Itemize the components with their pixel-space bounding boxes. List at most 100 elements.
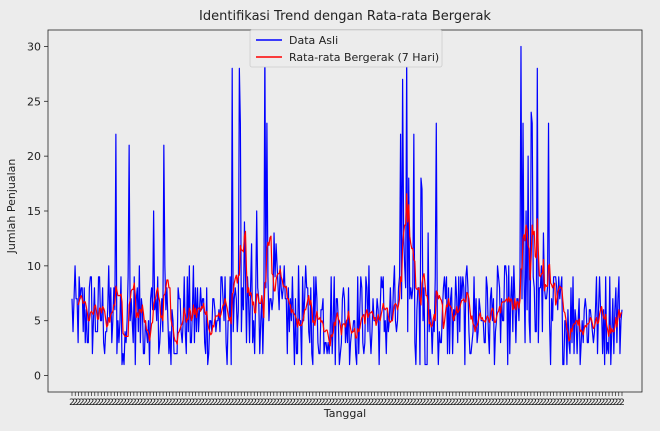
y-tick-label: 5 (34, 315, 41, 328)
x-tick-label: 2 (427, 398, 433, 408)
x-tick-label: 2 (157, 398, 163, 408)
x-tick-label: 2 (72, 398, 78, 408)
x-tick-label: 2 (225, 398, 231, 408)
x-tick-label: 2 (150, 398, 156, 408)
x-tick-label: 2 (173, 398, 179, 408)
x-tick-label: 2 (375, 398, 381, 408)
x-tick-label: 2 (535, 398, 541, 408)
x-tick-label: 2 (170, 398, 176, 408)
x-tick-label: 2 (92, 398, 98, 408)
y-tick-label: 15 (27, 205, 41, 218)
x-tick-label: 2 (382, 398, 388, 408)
x-tick-label: 2 (482, 398, 488, 408)
x-tick-label: 2 (79, 398, 85, 408)
x-tick-label: 2 (277, 398, 283, 408)
legend-box (249, 29, 443, 68)
x-tick-label: 2 (76, 398, 82, 408)
x-tick-label: 2 (232, 398, 238, 408)
x-tick-label: 2 (147, 398, 153, 408)
x-tick-label: 2 (307, 398, 313, 408)
x-tick-label: 2 (580, 398, 586, 408)
x-tick-label: 2 (284, 398, 290, 408)
x-tick-label: 2 (124, 398, 130, 408)
x-tick-label: 2 (561, 398, 567, 408)
x-tick-label: 2 (313, 398, 319, 408)
x-tick-label: 2 (613, 398, 619, 408)
x-tick-label: 2 (131, 398, 137, 408)
x-tick-label: 2 (160, 398, 166, 408)
x-tick-label: 2 (128, 398, 134, 408)
x-tick-label: 2 (596, 398, 602, 408)
x-tick-label: 2 (238, 398, 244, 408)
x-tick-label: 2 (268, 398, 274, 408)
x-tick-label: 2 (144, 398, 150, 408)
x-tick-label: 2 (258, 398, 264, 408)
x-tick-label: 2 (300, 398, 306, 408)
x-tick-label: 2 (164, 398, 170, 408)
x-tick-label: 2 (453, 398, 459, 408)
x-tick-label: 2 (105, 398, 111, 408)
x-tick-label: 2 (183, 398, 189, 408)
x-tick-label: 2 (180, 398, 186, 408)
series-layer (71, 45, 623, 366)
x-tick-label: 2 (398, 398, 404, 408)
x-tick-label: 2 (430, 398, 436, 408)
x-tick-label: 2 (395, 398, 401, 408)
x-tick-label: 2 (456, 398, 462, 408)
x-tick-label: 2 (323, 398, 329, 408)
x-tick-label: 2 (411, 398, 417, 408)
x-tick-label: 2 (271, 398, 277, 408)
x-tick-label: 2 (115, 398, 121, 408)
x-tick-label: 2 (408, 398, 414, 408)
x-tick-label: 2 (505, 398, 511, 408)
x-tick-label: 2 (577, 398, 583, 408)
x-tick-label: 2 (473, 398, 479, 408)
x-tick-label: 2 (320, 398, 326, 408)
legend: Data Asli Rata-rata Bergerak (7 Hari) (249, 29, 443, 68)
legend-label-rata-rata: Rata-rata Bergerak (7 Hari) (289, 51, 439, 64)
x-tick-label: 2 (538, 398, 544, 408)
x-tick-label: 2 (199, 398, 205, 408)
x-tick-label: 2 (388, 398, 394, 408)
x-tick-label: 2 (593, 398, 599, 408)
x-tick-label: 2 (303, 398, 309, 408)
x-tick-label: 2 (421, 398, 427, 408)
x-tick-label: 2 (463, 398, 469, 408)
x-tick-label: 2 (508, 398, 514, 408)
x-tick-label: 2 (417, 398, 423, 408)
x-tick-label: 2 (619, 398, 625, 408)
x-tick-label: 2 (434, 398, 440, 408)
x-tick-label: 2 (551, 398, 557, 408)
x-tick-label: 2 (541, 398, 547, 408)
x-tick-label: 2 (343, 398, 349, 408)
x-tick-label: 2 (502, 398, 508, 408)
x-tick-label: 2 (521, 398, 527, 408)
x-tick-label: 2 (479, 398, 485, 408)
x-tick-label: 2 (544, 398, 550, 408)
x-tick-label: 2 (242, 398, 248, 408)
series-data-asli (71, 45, 623, 366)
y-axis: 0 5 10 15 20 25 30 (27, 40, 48, 383)
x-tick-label: 2 (85, 398, 91, 408)
x-tick-label: 2 (567, 398, 573, 408)
x-tick-label: 2 (609, 398, 615, 408)
chart-title: Identifikasi Trend dengan Rata-rata Berg… (199, 9, 491, 24)
x-tick-label: 2 (378, 398, 384, 408)
x-tick-label: 2 (219, 398, 225, 408)
y-axis-label: Jumlah Penjualan (5, 159, 18, 255)
x-tick-label: 2 (486, 398, 492, 408)
x-tick-label: 2 (356, 398, 362, 408)
x-tick-label: 2 (424, 398, 430, 408)
y-tick-label: 10 (27, 260, 41, 273)
x-tick-label: 2 (574, 398, 580, 408)
x-tick-label: 2 (564, 398, 570, 408)
x-tick-label: 2 (570, 398, 576, 408)
x-tick-label: 2 (476, 398, 482, 408)
x-tick-label: 2 (186, 398, 192, 408)
x-tick-label: 2 (525, 398, 531, 408)
x-tick-label: 2 (352, 398, 358, 408)
x-tick-label: 2 (515, 398, 521, 408)
x-tick-label: 2 (437, 398, 443, 408)
